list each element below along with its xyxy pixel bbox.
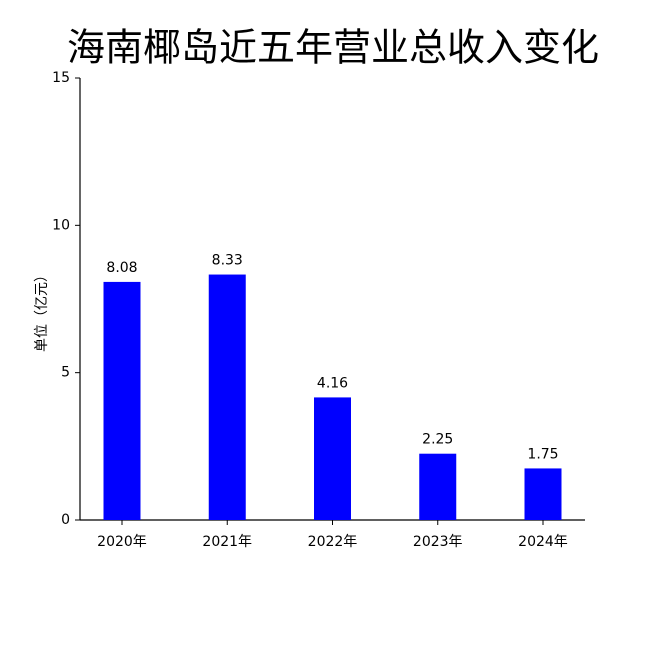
bar xyxy=(103,281,141,520)
value-label: 2.25 xyxy=(422,432,453,448)
y-tick-label: 5 xyxy=(61,365,70,381)
bar xyxy=(208,274,246,520)
x-tick-label: 2024年 xyxy=(518,534,568,550)
x-tick-label: 2021年 xyxy=(202,534,252,550)
y-tick-label: 15 xyxy=(52,70,70,86)
value-label: 1.75 xyxy=(527,446,558,462)
bar xyxy=(524,468,562,520)
value-label: 4.16 xyxy=(317,375,348,391)
bar xyxy=(314,397,351,520)
bar xyxy=(419,453,457,520)
y-axis-label: 单位（亿元） xyxy=(34,268,50,352)
x-tick-label: 2023年 xyxy=(413,534,463,550)
x-tick-label: 2020年 xyxy=(97,534,147,550)
chart-title: 海南椰岛近五年营业总收入变化 xyxy=(67,26,599,70)
value-label: 8.08 xyxy=(106,260,137,276)
x-tick-label: 2022年 xyxy=(308,534,358,550)
value-label: 8.33 xyxy=(212,253,243,269)
y-tick-label: 10 xyxy=(52,217,70,233)
y-tick-label: 0 xyxy=(61,512,70,528)
